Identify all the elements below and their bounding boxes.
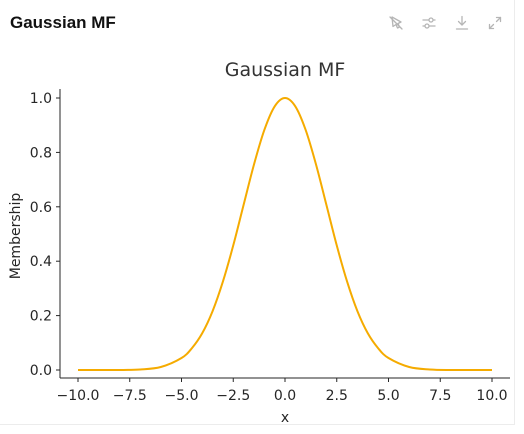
- gaussian-chart: Gaussian MF −10.0 −7.5 −5.0 −2.5 0.0 2.5 5.0 7.…: [8, 59, 510, 424]
- pin-off-icon: [389, 16, 403, 30]
- sliders-icon: [422, 17, 436, 29]
- settings-button[interactable]: [418, 13, 440, 33]
- y-tick-label: 0.0: [30, 363, 52, 379]
- download-icon: [455, 15, 469, 30]
- unpin-button[interactable]: [385, 13, 407, 33]
- x-tick-label: −7.5: [113, 388, 147, 404]
- series-line: [78, 97, 492, 372]
- x-tick-label: 5.0: [377, 388, 399, 404]
- download-button[interactable]: [451, 13, 473, 33]
- panel-toolbar: [374, 13, 506, 33]
- y-tick-label: 1.0: [30, 91, 52, 107]
- x-tick-label: 0.0: [274, 388, 296, 404]
- chart-panel: Gaussian MF: [0, 0, 515, 425]
- expand-icon: [488, 16, 502, 30]
- x-tick-label: −2.5: [216, 388, 250, 404]
- expand-button[interactable]: [484, 13, 506, 33]
- x-tick-label: −5.0: [165, 388, 199, 404]
- x-tick-label: −10.0: [57, 388, 100, 404]
- x-axis-label: x: [281, 410, 289, 424]
- chart-area: Gaussian MF −10.0 −7.5 −5.0 −2.5 0.0 2.5 5.0 7.…: [0, 44, 514, 424]
- y-tick-label: 0.2: [30, 309, 52, 325]
- chart-title: Gaussian MF: [225, 59, 346, 81]
- y-tick-label: 0.8: [30, 145, 52, 161]
- x-tick-label: 7.5: [429, 388, 451, 404]
- y-axis-label: Membership: [8, 193, 24, 280]
- y-tick-label: 0.6: [30, 200, 52, 216]
- x-tick-label: 10.0: [476, 388, 507, 404]
- x-tick-label: 2.5: [326, 388, 348, 404]
- panel-title: Gaussian MF: [10, 13, 116, 32]
- plot-layer: −10.0 −7.5 −5.0 −2.5 0.0 2.5 5.0 7.5 10.0 0.0 0.2 0…: [30, 89, 510, 404]
- y-tick-label: 0.4: [30, 254, 52, 270]
- panel-header: Gaussian MF: [0, 0, 514, 44]
